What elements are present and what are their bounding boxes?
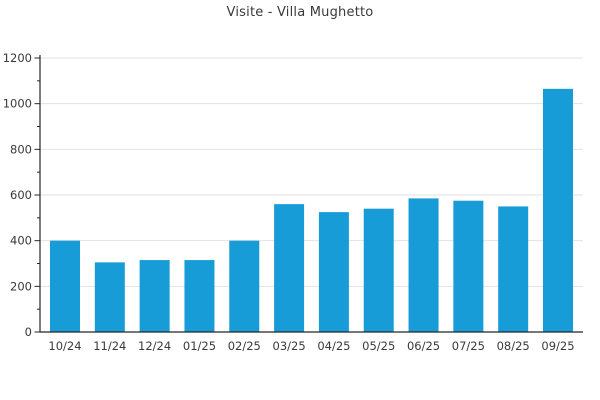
y-tick-label: 400 (10, 234, 32, 248)
x-tick-label: 12/24 (138, 339, 171, 353)
bar-04/25 (318, 212, 349, 332)
y-tick-label: 1000 (3, 97, 32, 111)
x-tick-label: 04/25 (317, 339, 350, 353)
x-tick-label: 09/25 (541, 339, 574, 353)
bar-12/24 (139, 260, 170, 332)
x-tick-label: 02/25 (228, 339, 261, 353)
y-tick-label: 600 (10, 188, 32, 202)
bar-07/25 (453, 200, 484, 332)
x-tick-label: 08/25 (497, 339, 530, 353)
y-tick-label: 1200 (3, 51, 32, 65)
bar-03/25 (274, 204, 305, 332)
x-tick-label: 07/25 (452, 339, 485, 353)
y-tick-label: 200 (10, 279, 32, 293)
bar-02/25 (229, 240, 260, 332)
x-tick-label: 01/25 (183, 339, 216, 353)
bar-10/24 (50, 240, 80, 332)
bar-09/25 (543, 88, 573, 332)
x-tick-label: 06/25 (407, 339, 440, 353)
chart-title: Visite - Villa Mughetto (226, 5, 374, 20)
bar-11/24 (94, 262, 125, 332)
x-tick-label: 05/25 (362, 339, 395, 353)
bar-08/25 (498, 206, 529, 332)
x-tick-label: 10/24 (48, 339, 81, 353)
bar-06/25 (408, 198, 439, 332)
y-tick-label: 800 (10, 142, 32, 156)
x-tick-label: 11/24 (93, 339, 126, 353)
bar-05/25 (363, 208, 394, 332)
y-tick-label: 0 (25, 325, 32, 339)
x-tick-label: 03/25 (273, 339, 306, 353)
bar-01/25 (184, 260, 215, 332)
